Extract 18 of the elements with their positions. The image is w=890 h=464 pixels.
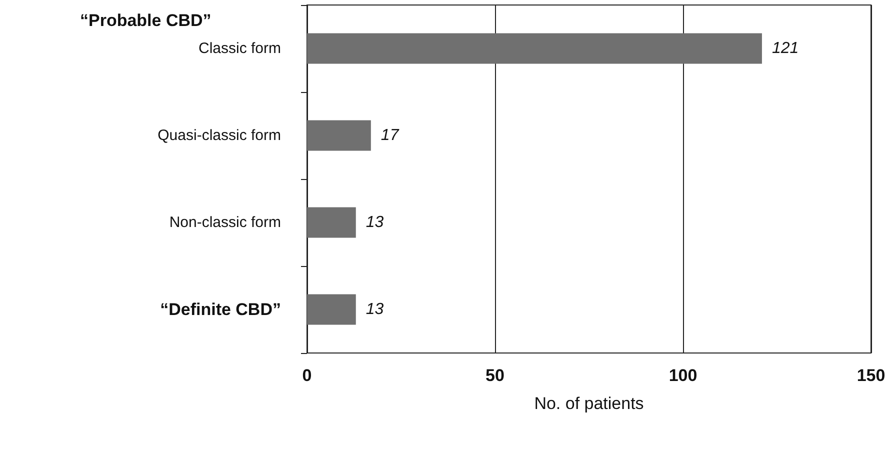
data-label: 13 xyxy=(366,301,384,318)
x-tick-label: 50 xyxy=(486,366,504,385)
y-tick-label: Non-classic form xyxy=(169,214,281,231)
y-tick-label: Quasi-classic form xyxy=(158,127,281,144)
x-tick-label: 100 xyxy=(668,366,698,385)
data-label: 13 xyxy=(366,214,384,231)
x-axis-title: No. of patients xyxy=(534,394,644,413)
y-tick-label: “Definite CBD” xyxy=(160,300,281,319)
bar xyxy=(307,294,356,325)
bar xyxy=(307,33,762,64)
bar xyxy=(307,207,356,238)
text: “Probable CBD” xyxy=(80,11,212,30)
x-tick-label: 0 xyxy=(302,366,312,385)
data-label: 17 xyxy=(380,127,400,144)
data-label: 121 xyxy=(772,40,799,57)
y-tick-label: Classic form xyxy=(198,40,281,57)
x-tick-label: 150 xyxy=(856,366,886,385)
bar xyxy=(307,120,371,151)
